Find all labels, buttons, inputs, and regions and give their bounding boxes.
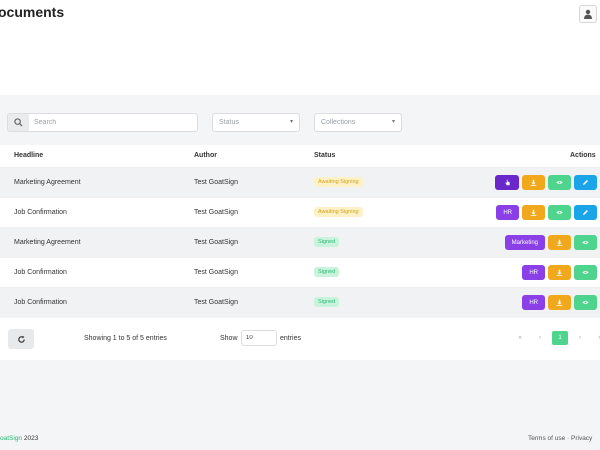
view-button[interactable]: [574, 265, 597, 280]
pencil-icon: [583, 210, 588, 215]
eye-icon: [556, 180, 563, 185]
download-icon: [556, 269, 563, 276]
column-headline: Headline: [14, 152, 44, 159]
row-actions: [495, 175, 597, 190]
author-cell: Test GoatSign: [194, 269, 238, 276]
pagination: « ‹ 1 › »: [512, 331, 600, 345]
search-box: [7, 113, 198, 132]
download-button[interactable]: [548, 235, 571, 250]
row-actions: HR: [522, 265, 597, 280]
headline-cell: Job Confirmation: [14, 299, 67, 306]
last-page-button[interactable]: »: [592, 331, 600, 345]
collections-select[interactable]: Collections ▾: [314, 113, 402, 132]
download-button[interactable]: [522, 205, 545, 220]
view-button[interactable]: [574, 295, 597, 310]
table-row[interactable]: Job Confirmation Test GoatSign Signed HR: [0, 257, 600, 287]
search-input[interactable]: [34, 115, 194, 130]
headline-cell: Marketing Agreement: [14, 179, 81, 186]
tag-button[interactable]: [495, 175, 519, 190]
entries-label: entries: [280, 335, 302, 342]
filter-bar: Status ▾ Collections ▾: [0, 112, 600, 134]
column-author: Author: [194, 152, 217, 159]
tag-button[interactable]: HR: [496, 205, 519, 220]
headline-cell: Job Confirmation: [14, 209, 67, 216]
chevron-down-icon: ▾: [289, 119, 293, 125]
view-button[interactable]: [574, 235, 597, 250]
author-cell: Test GoatSign: [194, 209, 238, 216]
top-bar: ocuments: [0, 0, 600, 95]
status-badge: Awaiting Signing: [314, 207, 363, 217]
eye-icon: [582, 270, 589, 275]
status-badge: Signed: [314, 297, 340, 307]
privacy-link[interactable]: Privacy: [571, 435, 593, 442]
table-row[interactable]: Job Confirmation Test GoatSign Signed HR: [0, 287, 600, 317]
show-label: Show: [220, 335, 238, 342]
status-badge: Signed: [314, 237, 340, 247]
edit-button[interactable]: [574, 205, 597, 220]
eye-icon: [556, 210, 563, 215]
download-button[interactable]: [548, 295, 571, 310]
entries-per-page-input[interactable]: [241, 330, 277, 346]
table-row[interactable]: Job Confirmation Test GoatSign Awaiting …: [0, 197, 600, 227]
brand-name: oatSign: [0, 435, 23, 442]
download-icon: [530, 179, 537, 186]
first-page-button[interactable]: «: [518, 335, 522, 341]
download-icon: [556, 239, 563, 246]
edit-button[interactable]: [574, 175, 597, 190]
footer-links: Terms of use · Privacy: [528, 435, 592, 442]
table-row[interactable]: Marketing Agreement Test GoatSign Awaiti…: [0, 167, 600, 197]
status-select-label: Status: [219, 119, 239, 126]
row-actions: HR: [496, 205, 597, 220]
prev-page-button[interactable]: ‹: [539, 335, 541, 341]
author-cell: Test GoatSign: [194, 299, 238, 306]
column-status: Status: [314, 152, 336, 159]
page-1-button[interactable]: 1: [552, 331, 568, 345]
brand-footer: oatSign 2023: [0, 435, 38, 442]
tag-button[interactable]: Marketing: [504, 235, 545, 250]
download-button[interactable]: [522, 175, 545, 190]
table-header: Headline Author Status Actions: [0, 145, 600, 167]
author-cell: Test GoatSign: [194, 239, 238, 246]
documents-table: Headline Author Status Actions Marketing…: [0, 145, 600, 317]
download-icon: [556, 299, 563, 306]
row-actions: Marketing: [504, 235, 597, 250]
headline-cell: Job Confirmation: [14, 269, 67, 276]
page-title: ocuments: [0, 4, 65, 20]
headline-cell: Marketing Agreement: [14, 239, 81, 246]
tag-button[interactable]: HR: [522, 295, 545, 310]
link-separator: ·: [565, 435, 571, 442]
entries-info: Showing 1 to 5 of 5 entries: [84, 335, 167, 342]
collections-select-label: Collections: [321, 119, 356, 126]
terms-link[interactable]: Terms of use: [528, 435, 566, 442]
user-menu-button[interactable]: [579, 5, 597, 23]
refresh-button[interactable]: [8, 329, 34, 349]
column-actions: Actions: [570, 152, 596, 159]
next-page-button[interactable]: ›: [579, 335, 581, 341]
pencil-icon: [583, 180, 588, 185]
brand-year: 2023: [22, 435, 39, 442]
view-button[interactable]: [548, 175, 571, 190]
chevron-down-icon: ▾: [391, 119, 395, 125]
table-footer: Showing 1 to 5 of 5 entries Show entries…: [0, 318, 600, 360]
hand-pointer-icon: [504, 179, 510, 186]
download-icon: [530, 209, 537, 216]
row-actions: HR: [522, 295, 597, 310]
tag-button[interactable]: HR: [522, 265, 545, 280]
status-badge: Signed: [314, 267, 340, 277]
view-button[interactable]: [548, 205, 571, 220]
user-icon: [584, 9, 592, 19]
author-cell: Test GoatSign: [194, 179, 238, 186]
status-badge: Awaiting Signing: [314, 177, 363, 187]
status-select[interactable]: Status ▾: [212, 113, 300, 132]
download-button[interactable]: [548, 265, 571, 280]
eye-icon: [582, 300, 589, 305]
table-row[interactable]: Marketing Agreement Test GoatSign Signed…: [0, 227, 600, 257]
search-icon: [8, 114, 29, 131]
eye-icon: [582, 240, 589, 245]
refresh-icon: [17, 335, 25, 343]
